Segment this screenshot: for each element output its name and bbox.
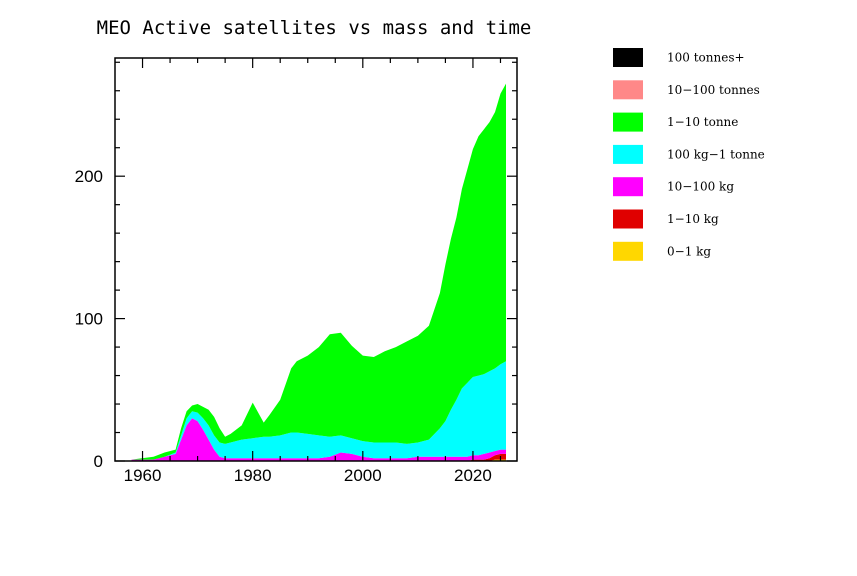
area-1-10-tonne xyxy=(131,83,506,460)
legend-label-1-10-kg: 1−10 kg xyxy=(667,212,719,226)
legend-label-10-100-kg: 10−100 kg xyxy=(667,180,734,194)
legend-swatch-10-100-tonnes xyxy=(613,80,643,100)
legend-label-0-1-kg: 0−1 kg xyxy=(667,244,711,258)
x-tick-label: 2020 xyxy=(454,466,492,485)
legend: 100 tonnes+ 10−100 tonnes 1−10 tonne 100 kg… xyxy=(613,48,765,261)
legend-label-100-tonnes-: 100 tonnes+ xyxy=(667,51,745,65)
x-tick-label: 1980 xyxy=(234,466,272,485)
legend-swatch-1-10-kg xyxy=(613,209,643,229)
axes: 0 100 200 1960 1980 2000 2020 xyxy=(75,58,517,485)
x-tick-label: 1960 xyxy=(124,466,162,485)
legend-swatch-100-tonnes- xyxy=(613,48,643,67)
y-tick-label: 0 xyxy=(94,452,103,471)
chart-title: MEO Active satellites vs mass and time xyxy=(97,17,532,39)
legend-label-10-100-tonnes: 10−100 tonnes xyxy=(667,83,760,97)
legend-label-100-kg-1-tonne: 100 kg−1 tonne xyxy=(667,147,765,161)
legend-label-1-10-tonne: 1−10 tonne xyxy=(667,115,738,129)
area-100-kg-1-tonne xyxy=(131,361,506,460)
y-tick-label: 200 xyxy=(75,167,103,186)
x-tick-label: 2000 xyxy=(344,466,382,485)
area-layers xyxy=(131,83,506,461)
plot-frame xyxy=(114,57,518,462)
legend-swatch-0-1-kg xyxy=(613,241,643,261)
legend-swatch-1-10-tonne xyxy=(613,112,643,132)
area-10-100-kg xyxy=(131,418,506,461)
legend-swatch-10-100-kg xyxy=(613,177,643,197)
legend-swatch-100-kg-1-tonne xyxy=(613,144,643,164)
y-tick-label: 100 xyxy=(75,310,103,329)
